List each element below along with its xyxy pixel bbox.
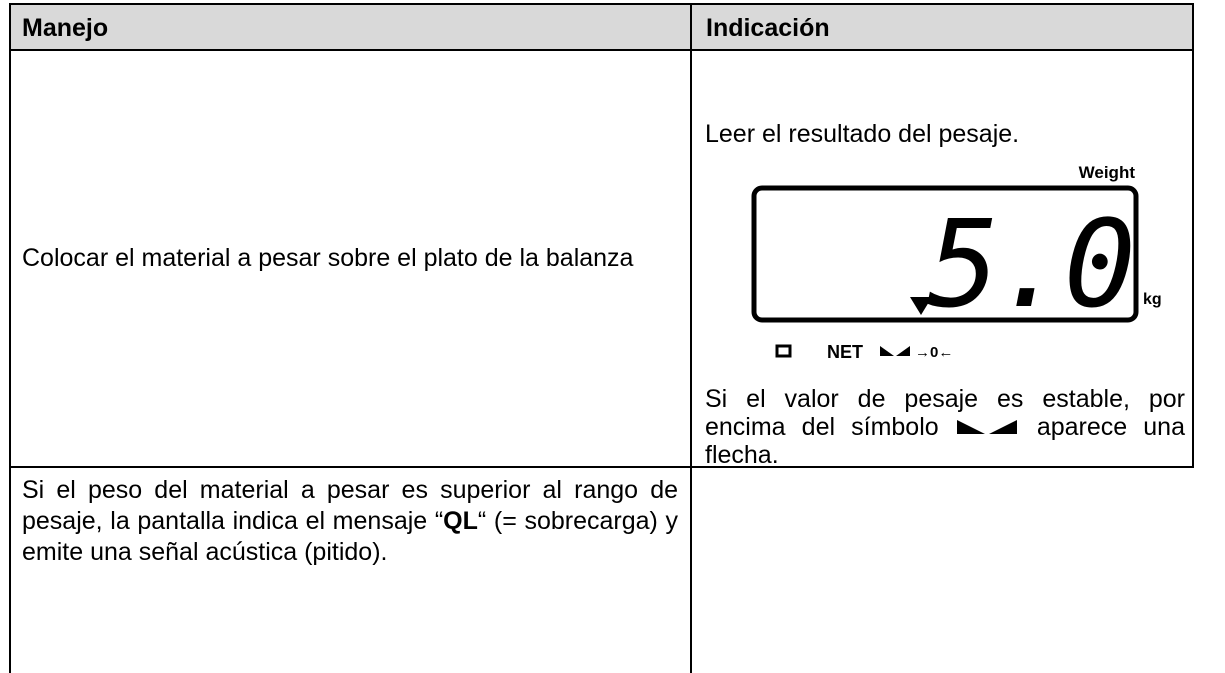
display-frame [751, 185, 1139, 323]
border [10, 3, 1194, 5]
cell-text: Si el peso del material a pesar es super… [22, 475, 678, 568]
border [9, 3, 11, 673]
text: Si el peso del material a pesar es super… [22, 476, 678, 535]
header-row [10, 4, 1193, 50]
scale-display: Weight 5.0 kg NET →0← [751, 163, 1162, 362]
display-zero: →0← [915, 344, 953, 361]
display-net: NET [827, 342, 863, 362]
cell-text: Si el valor de pesaje es estable, por en… [705, 385, 1185, 469]
border [10, 49, 1194, 51]
stable-symbol [956, 420, 1017, 434]
text: “ (= sobrecarga) y emite una señal acúst… [22, 507, 678, 566]
text: QL [443, 507, 478, 535]
display-unit: kg [1143, 291, 1162, 308]
text: aparece una flecha. [705, 413, 1185, 469]
cell-text: Colocar el material a pesar sobre el pla… [22, 244, 634, 272]
cell-text: Leer el resultado del pesaje. [705, 120, 1020, 148]
border [10, 466, 1194, 468]
header-cell: Manejo [22, 14, 109, 42]
stable-symbol [896, 346, 910, 356]
stable-arrow [910, 297, 932, 315]
border [1192, 3, 1194, 468]
display-reading: 5.0 [927, 196, 1132, 335]
display-icon [775, 344, 792, 358]
stable-symbol [880, 346, 894, 356]
border [690, 3, 692, 673]
display-label: Weight [1079, 163, 1136, 182]
header-cell: Indicación [706, 14, 830, 42]
text: Si el valor de pesaje es estable, por en… [705, 385, 1185, 441]
